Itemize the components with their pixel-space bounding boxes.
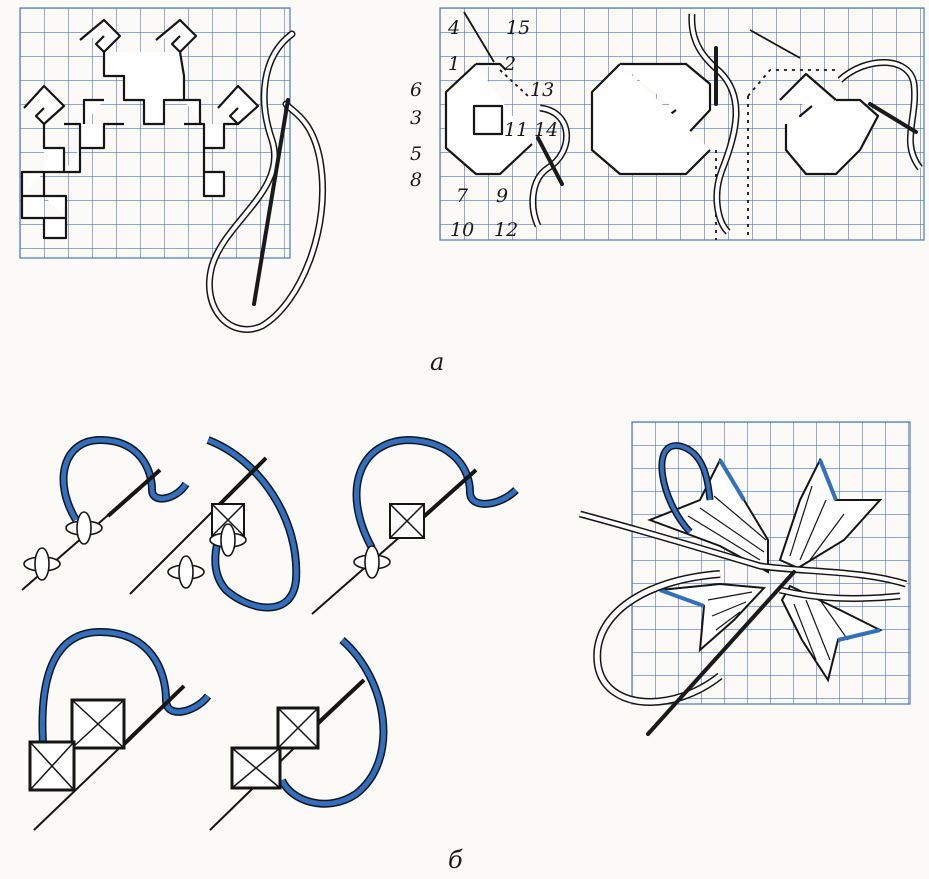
thread-left (205, 30, 327, 333)
step-4 (28, 627, 212, 831)
figure-b-caption: б (448, 846, 463, 874)
stitch-number: 5 (410, 143, 422, 165)
star-hatching (687, 485, 849, 661)
stitch-number: 11 (504, 119, 528, 141)
star-stitch-1b (23, 547, 61, 581)
stitch-number: 4 (447, 17, 460, 39)
figure-b-steps (21, 435, 519, 831)
star-stitch-1a (65, 511, 103, 545)
figure-a-caption: а (430, 348, 444, 376)
stitch-number: 2 (503, 53, 516, 75)
stitch-number: 1 (448, 53, 460, 75)
guide-lines (463, 11, 836, 240)
figure-b-star (579, 421, 911, 736)
star-stitch-2a (209, 523, 247, 557)
stitch-number: 7 (456, 185, 469, 207)
stitch-number: 13 (530, 79, 554, 101)
step-3 (311, 435, 519, 615)
figure-a-right-panel: 4 15 1 2 13 6 3 11 14 5 8 7 9 10 12 (410, 7, 925, 241)
needle-left (252, 98, 290, 306)
stitch-number: 12 (494, 219, 518, 241)
stitch-number: 14 (534, 119, 558, 141)
thread-right-a (529, 104, 571, 228)
stitch-number: 15 (506, 17, 530, 39)
thread-right-b (688, 13, 740, 235)
stitch-pattern-left (20, 18, 260, 240)
needle-right-c (868, 102, 918, 134)
stitch-pattern-right (444, 62, 880, 176)
stitch-number: 3 (410, 107, 422, 129)
step-1 (21, 435, 190, 591)
stitch-number: 6 (410, 79, 422, 101)
stitch-number: 9 (496, 185, 508, 207)
step-2 (129, 436, 301, 612)
stitch-number: 10 (450, 219, 474, 241)
star-stitch-2b (167, 555, 205, 589)
thread-right-c (837, 59, 923, 171)
star-stitch-3 (353, 545, 391, 579)
step-5 (209, 636, 388, 831)
figure-a-left-panel (19, 7, 327, 333)
star-blue-edges (659, 458, 881, 642)
grid-right-bottom (631, 421, 911, 705)
stitch-number: 8 (410, 169, 422, 191)
needle-right-a (536, 136, 564, 186)
thread-star (579, 442, 908, 706)
needle-star (646, 570, 796, 736)
